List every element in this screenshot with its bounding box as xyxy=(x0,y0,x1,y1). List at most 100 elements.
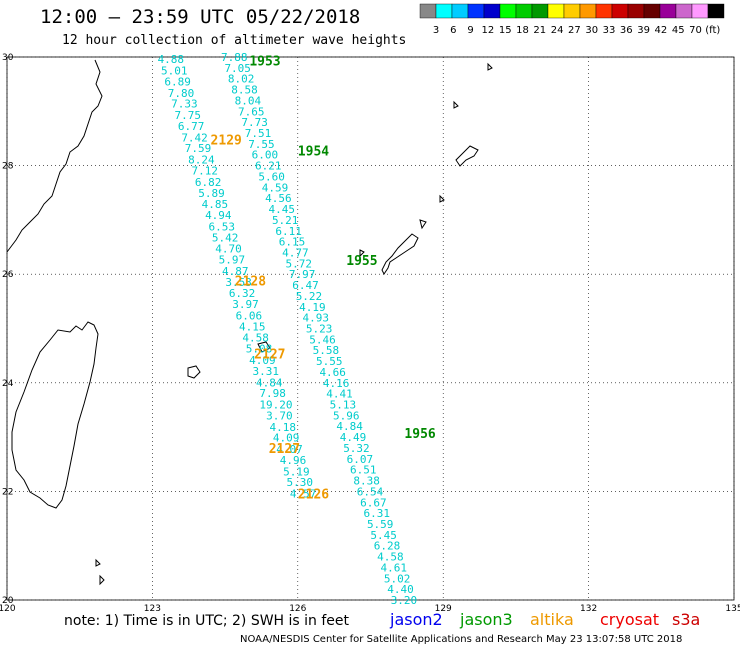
swh-value: 5.13 xyxy=(330,399,357,412)
swh-value: 4.07 xyxy=(276,443,303,456)
swh-value: 5.01 xyxy=(161,65,188,78)
footer-credit: NOAA/NESDIS Center for Satellite Applica… xyxy=(240,634,683,645)
swh-value: 3.20 xyxy=(391,594,418,607)
axis-labels: 120 123 126 129 132 135 30 28 26 24 22 20 xyxy=(0,53,740,614)
swh-value: 4.16 xyxy=(323,377,350,390)
colorbar-swatch xyxy=(707,3,725,19)
amami-coast xyxy=(455,145,479,167)
swh-values: 4.885.016.897.807.337.756.777.427.598.24… xyxy=(158,51,418,607)
lat-label: 30 xyxy=(2,53,14,63)
swh-value: 4.58 xyxy=(242,332,269,345)
swh-value: 5.32 xyxy=(343,442,370,455)
swh-value: 6.21 xyxy=(255,160,282,173)
swh-value: 6.06 xyxy=(236,309,263,322)
swh-value: 6.67 xyxy=(360,496,387,509)
swh-value: 5.45 xyxy=(370,529,397,542)
swh-value: 5.89 xyxy=(198,187,225,200)
lon-label: 126 xyxy=(289,604,306,614)
swh-value: 4.09 xyxy=(249,354,276,367)
swh-value: 8.02 xyxy=(228,73,255,86)
lat-label: 22 xyxy=(2,487,13,497)
swh-value: 7.05 xyxy=(224,62,251,75)
swh-value: 8.04 xyxy=(235,94,262,107)
lat-label: 26 xyxy=(2,270,14,280)
pass-number-label: 2126 xyxy=(298,488,329,503)
swh-value: 3.97 xyxy=(232,298,259,311)
colorbar-label: 27 xyxy=(568,25,581,36)
swh-value: 7.59 xyxy=(185,142,212,155)
swh-value: 4.19 xyxy=(299,301,326,314)
swh-value: 5.97 xyxy=(219,254,246,267)
taiwan-coast xyxy=(11,321,99,509)
swh-value: 7.65 xyxy=(238,105,265,118)
lat-label: 24 xyxy=(2,379,14,389)
colorbar-label: 12 xyxy=(482,25,495,36)
swh-value: 5.21 xyxy=(272,214,299,227)
swh-value: 6.31 xyxy=(364,507,391,520)
pass-number-label: 2128 xyxy=(235,275,266,290)
swh-value: 5.46 xyxy=(309,333,336,346)
legend-s3a: s3a xyxy=(672,610,701,629)
colorbar-label: 9 xyxy=(467,25,473,36)
colorbar-label: 24 xyxy=(551,25,564,36)
colorbar-label: 21 xyxy=(533,25,546,36)
swh-value: 7.55 xyxy=(248,138,275,151)
legend-jason3: jason3 xyxy=(460,610,513,629)
colorbar-label: 33 xyxy=(603,25,616,36)
pass-number-label: 2129 xyxy=(211,134,242,149)
pass-number-label: 2127 xyxy=(269,442,300,457)
swh-value: 5.23 xyxy=(306,323,333,336)
swh-value: 19.20 xyxy=(259,399,292,412)
swh-value: 5.30 xyxy=(286,476,313,489)
swh-value: 6.53 xyxy=(208,220,235,233)
swh-value: 7.51 xyxy=(245,127,272,140)
colorbar-label: 15 xyxy=(499,25,512,36)
swh-value: 4.57 xyxy=(290,488,317,501)
colorbar-label: (ft) xyxy=(705,25,720,36)
colorbar-label: 3 xyxy=(433,25,439,36)
swh-value: 4.93 xyxy=(302,312,329,325)
lon-label: 123 xyxy=(144,604,161,614)
swh-value: 5.60 xyxy=(258,170,285,183)
graticule xyxy=(6,56,735,601)
swh-value: 6.51 xyxy=(350,464,377,477)
colorbar-label: 39 xyxy=(637,25,650,36)
swh-value: 4.85 xyxy=(202,198,229,211)
legend-cryosat: cryosat xyxy=(600,610,660,629)
swh-value: 6.11 xyxy=(275,225,302,238)
swh-value: 5.42 xyxy=(212,231,239,244)
swh-value: 7.98 xyxy=(259,387,286,400)
swh-value: 3.53 xyxy=(225,276,252,289)
swh-value: 5.02 xyxy=(384,572,411,585)
swh-value: 6.82 xyxy=(195,176,222,189)
swh-value: 5.96 xyxy=(333,409,360,422)
swh-value: 4.09 xyxy=(273,432,300,445)
colorbar-label: 6 xyxy=(450,25,456,36)
swh-value: 4.84 xyxy=(256,376,283,389)
miyako-coast xyxy=(257,341,271,353)
chart-subtitle: 12 hour collection of altimeter wave hei… xyxy=(62,33,407,48)
lon-label: 132 xyxy=(580,604,597,614)
swh-value: 7.42 xyxy=(181,131,208,144)
swh-value: 4.94 xyxy=(205,209,232,222)
colorbar-label: 70 xyxy=(689,25,702,36)
pass-number-label: 1953 xyxy=(249,54,280,69)
swh-value: 4.77 xyxy=(282,246,309,259)
lon-label: 120 xyxy=(0,604,16,614)
pass-number-label: 1955 xyxy=(346,254,377,269)
swh-value: 8.38 xyxy=(353,475,380,488)
colorbar-label: 30 xyxy=(585,25,598,36)
swh-value: 5.08 xyxy=(246,343,273,356)
legend-jason2: jason2 xyxy=(390,610,443,629)
swh-value: 7.75 xyxy=(175,109,202,122)
swh-value: 7.97 xyxy=(289,268,316,281)
colorbar-label: 18 xyxy=(516,25,529,36)
swh-value: 8.24 xyxy=(188,154,215,167)
color-bar: 3 6 9 12 15 18 21 24 27 30 33 36 39 42 45 70 (ft) xyxy=(419,3,725,36)
swh-value: 4.66 xyxy=(319,366,346,379)
swh-value: 4.59 xyxy=(262,181,289,194)
lon-label: 129 xyxy=(435,604,452,614)
swh-value: 8.58 xyxy=(231,84,258,97)
legend-altika: altika xyxy=(530,610,574,629)
